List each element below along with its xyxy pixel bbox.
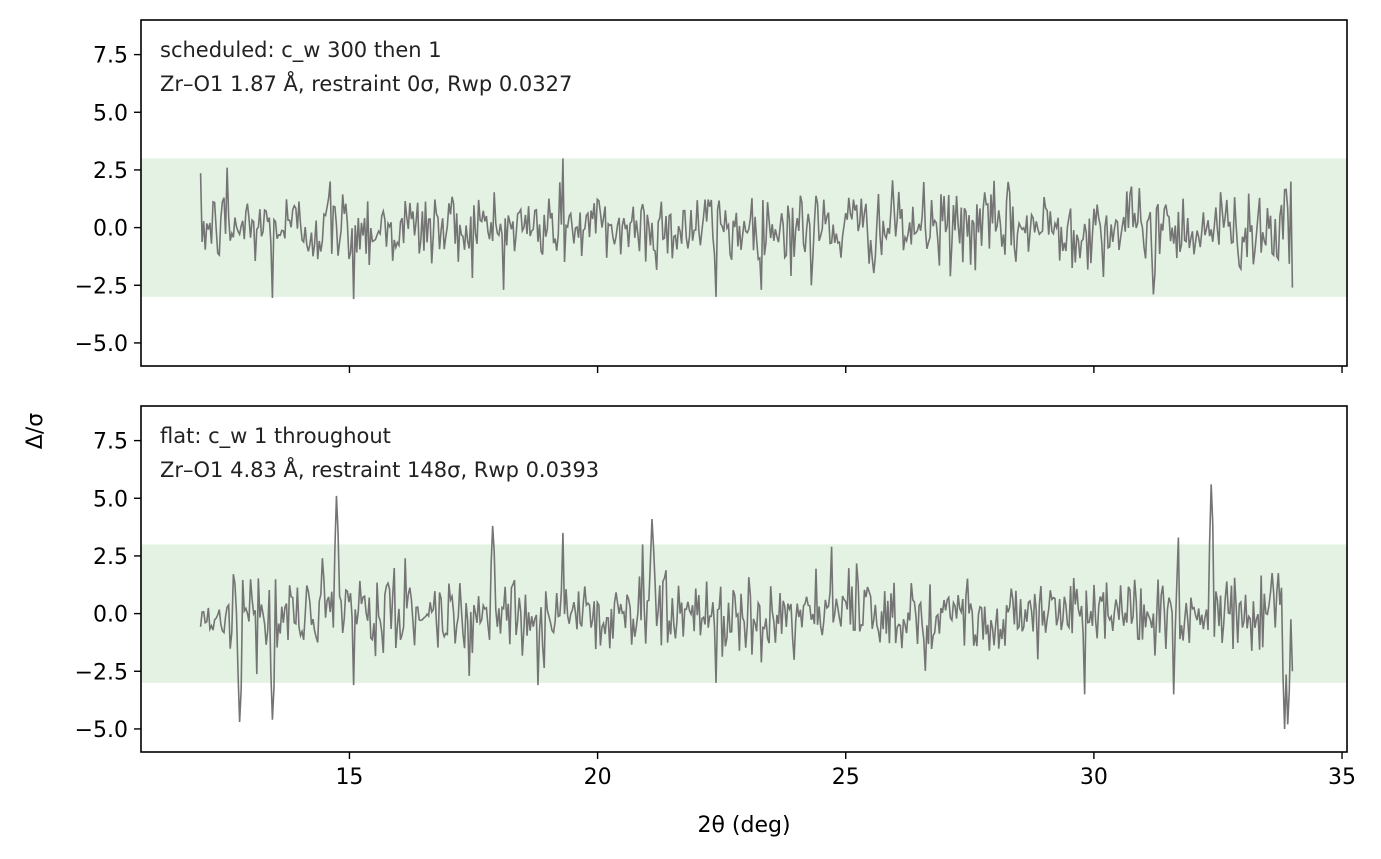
y-tick-label: −2.5 [75,660,128,685]
y-tick-label: 0.0 [93,603,128,628]
x-axis-label: 2θ (deg) [697,813,790,838]
panel-annotation: Zr–O1 1.87 Å, restraint 0σ, Rwp 0.0327 [160,70,572,96]
bottom-panel: 7.5 5.0 2.5 0.0 −2.5 −5.0 15 20 25 30 35 flat: c_w … [75,405,1356,790]
panel-annotation: Zr–O1 4.83 Å, restraint 148σ, Rwp 0.0393 [160,456,599,482]
x-tick-label: 20 [584,765,612,790]
panel-annotation: flat: c_w 1 throughout [160,424,391,449]
x-tick-label: 25 [832,765,860,790]
y-axis-label: Δ/σ [23,413,48,449]
x-tick-label: 30 [1080,765,1108,790]
y-tick-label: −2.5 [75,274,128,299]
plot-frame [140,405,1348,753]
residual-series-line [199,158,1294,300]
y-tick-label: −5.0 [75,332,128,357]
residual-series-line [199,484,1294,729]
y-tick-label: −5.0 [75,718,128,743]
x-tick-label: 15 [335,765,363,790]
x-tick-label: 35 [1328,765,1356,790]
y-tick-label: 2.5 [93,159,128,184]
panel-annotation: scheduled: c_w 300 then 1 [160,38,442,63]
y-tick-label: 0.0 [93,217,128,242]
y-tick-label: 7.5 [93,44,128,69]
y-tick-label: 7.5 [93,430,128,455]
y-tick-label: 2.5 [93,545,128,570]
y-tick-label: 5.0 [93,487,128,512]
top-panel: 7.5 5.0 2.5 0.0 −2.5 −5.0 scheduled: c_w 300 t… [75,19,1348,373]
plot-frame [140,19,1348,367]
y-tick-label: 5.0 [93,101,128,126]
